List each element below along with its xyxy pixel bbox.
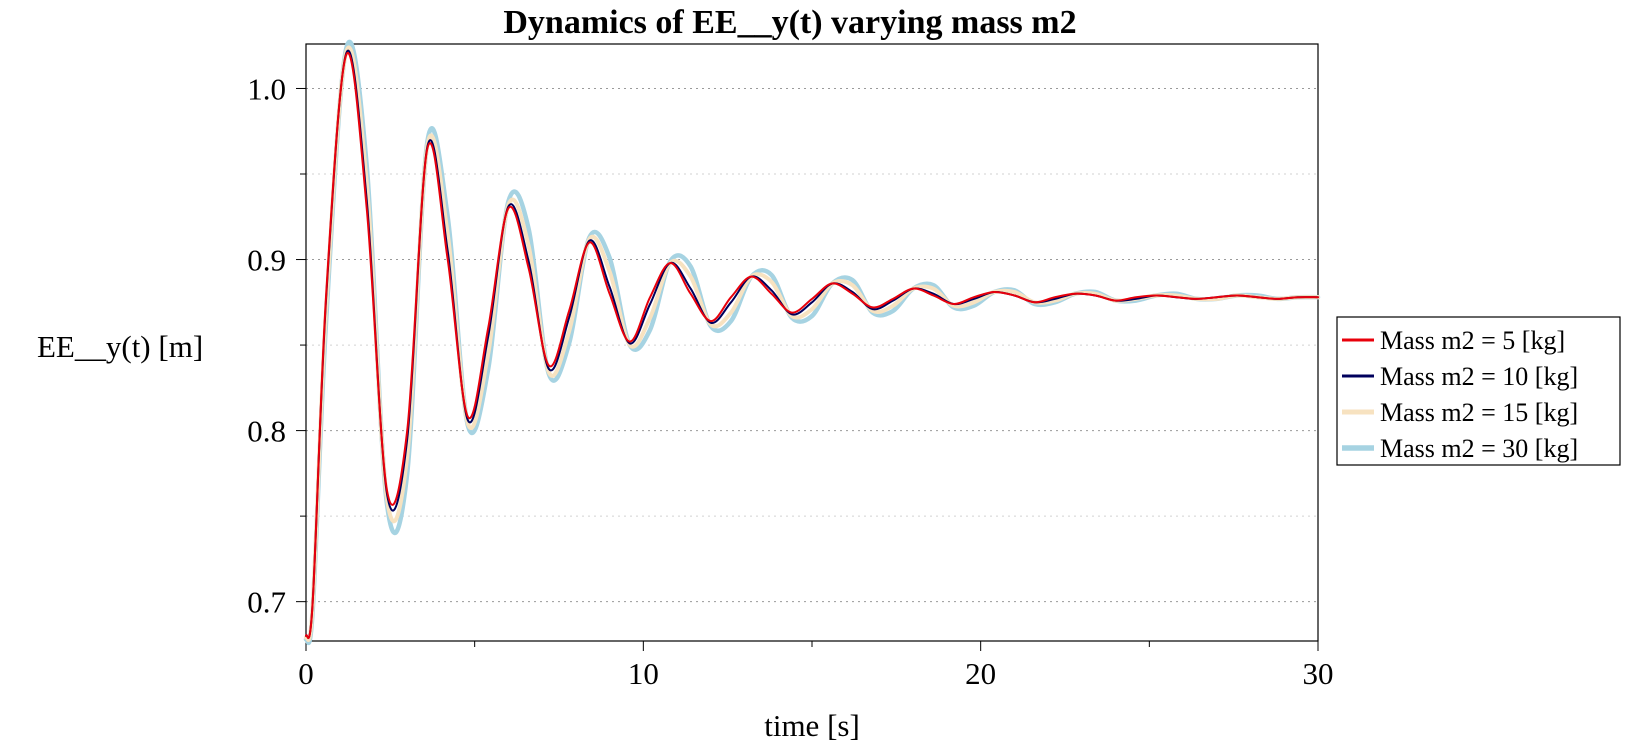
legend-entry-label: Mass m2 = 30 [kg] (1380, 434, 1578, 463)
series-line-1 (305, 51, 1319, 640)
grid-lines (306, 87, 1318, 603)
x-tick-label: 0 (298, 656, 314, 691)
legend: Mass m2 = 5 [kg] Mass m2 = 10 [kg] Mass m2… (1336, 316, 1621, 466)
y-tick-label: 0.9 (247, 243, 286, 278)
axis-ticks: 0.7 0.8 0.9 1.0 0 10 20 30 (247, 71, 1333, 691)
y-tick-label: 0.7 (247, 585, 286, 620)
y-tick-label: 0.8 (247, 414, 286, 449)
legend-entry-label: Mass m2 = 15 [kg] (1380, 398, 1578, 427)
x-tick-label: 30 (1303, 656, 1334, 691)
legend-entry-label: Mass m2 = 5 [kg] (1380, 326, 1565, 355)
series-lines (303, 39, 1321, 646)
x-tick-label: 10 (628, 656, 659, 691)
y-tick-label: 1.0 (247, 71, 286, 106)
x-tick-label: 20 (965, 656, 996, 691)
y-axis-label: EE__y(t) [m] (37, 329, 203, 364)
legend-box (1336, 316, 1621, 466)
x-axis-label: time [s] (764, 708, 860, 743)
chart-title: Dynamics of EE__y(t) varying mass m2 (503, 4, 1076, 41)
legend-entry-label: Mass m2 = 10 [kg] (1380, 362, 1578, 391)
